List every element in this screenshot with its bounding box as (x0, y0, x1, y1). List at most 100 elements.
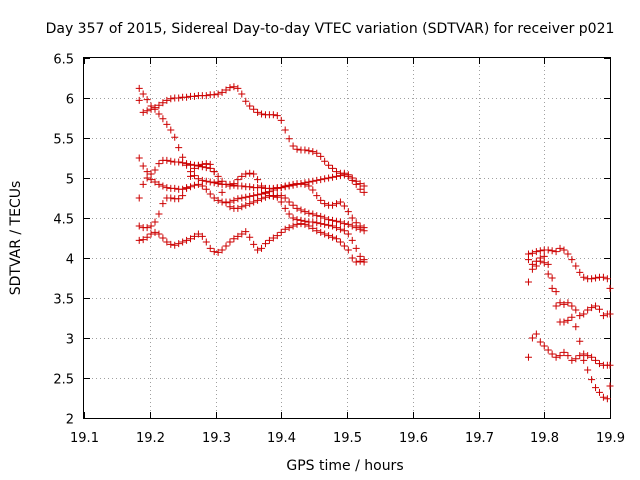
data-point (588, 304, 596, 312)
data-point (336, 218, 344, 226)
y-tick-label: 3.5 (53, 293, 74, 308)
data-point (214, 248, 222, 256)
data-point (572, 262, 580, 270)
data-point (572, 323, 580, 331)
data-point (524, 278, 532, 286)
data-point (344, 246, 352, 254)
data-point (179, 185, 187, 193)
y-tick-label: 4 (66, 253, 74, 268)
data-point (155, 230, 163, 238)
data-point (576, 312, 584, 320)
x-tick-label: 19.7 (465, 431, 494, 446)
data-point (572, 355, 580, 363)
data-point (289, 222, 297, 230)
x-tick-labels: 19.1 19.2 19.3 19.4 19.5 19.6 19.7 19.8 19.9 (70, 431, 625, 446)
data-point (344, 172, 352, 180)
data-point (234, 176, 242, 184)
data-point (234, 84, 242, 92)
data-point (560, 318, 568, 326)
data-point (281, 182, 289, 190)
data-point (242, 97, 250, 105)
data-point (273, 112, 281, 120)
data-point (187, 183, 195, 191)
data-point (548, 274, 556, 282)
data-point (155, 160, 163, 168)
data-point (238, 90, 246, 98)
data-point (242, 170, 250, 178)
data-point (238, 172, 246, 180)
data-point (277, 198, 285, 206)
data-point (151, 104, 159, 112)
data-point (210, 168, 218, 176)
data-point (309, 177, 317, 185)
data-point (305, 209, 313, 217)
data-point (194, 230, 202, 238)
x-tick-label: 19.1 (70, 431, 99, 446)
data-point (187, 172, 195, 180)
data-point (321, 230, 329, 238)
data-point (214, 196, 222, 204)
data-point (226, 182, 234, 190)
data-point (135, 194, 143, 202)
data-point (273, 193, 281, 201)
data-point (277, 192, 285, 200)
data-point (356, 185, 364, 193)
data-point (340, 220, 348, 228)
data-point (332, 235, 340, 243)
data-point (210, 91, 218, 99)
data-point (352, 258, 360, 266)
data-point (340, 242, 348, 250)
data-point (155, 210, 163, 218)
data-point (163, 120, 171, 128)
data-point (242, 228, 250, 236)
data-point (194, 180, 202, 188)
data-point (528, 334, 536, 342)
data-point (528, 249, 536, 257)
data-point (317, 220, 325, 228)
data-point (329, 173, 337, 181)
data-point (218, 246, 226, 254)
data-point (309, 148, 317, 156)
data-point (360, 182, 368, 190)
data-point (151, 178, 159, 186)
data-point (273, 184, 281, 192)
data-point (297, 220, 305, 228)
data-point (147, 105, 155, 113)
data-point (332, 200, 340, 208)
data-point (202, 92, 210, 100)
data-point (250, 240, 258, 248)
data-point (568, 256, 576, 264)
series-track-8 (524, 252, 614, 320)
data-point (167, 240, 175, 248)
data-point (167, 157, 175, 165)
data-point (238, 182, 246, 190)
data-point (329, 164, 337, 172)
data-point (340, 202, 348, 210)
data-point (348, 214, 356, 222)
data-point (536, 257, 544, 265)
data-point (325, 232, 333, 240)
plot-frame (83, 57, 611, 419)
data-point (277, 116, 285, 124)
data-point (360, 224, 368, 232)
data-point (234, 195, 242, 203)
data-point (606, 382, 614, 390)
data-point (202, 160, 210, 168)
data-point (313, 192, 321, 200)
data-point (190, 92, 198, 100)
data-point (536, 247, 544, 255)
y-axis-label: SDTVAR / TECUs (8, 181, 24, 296)
data-point (556, 352, 564, 360)
y-tick-label: 3 (66, 333, 74, 348)
data-point (258, 244, 266, 252)
data-point (202, 185, 210, 193)
data-point (348, 222, 356, 230)
data-point (548, 247, 556, 255)
data-point (206, 178, 214, 186)
data-point (606, 361, 614, 369)
data-point (301, 220, 309, 228)
data-point (599, 393, 607, 401)
data-point (159, 200, 167, 208)
data-point (222, 86, 230, 94)
data-point (226, 238, 234, 246)
